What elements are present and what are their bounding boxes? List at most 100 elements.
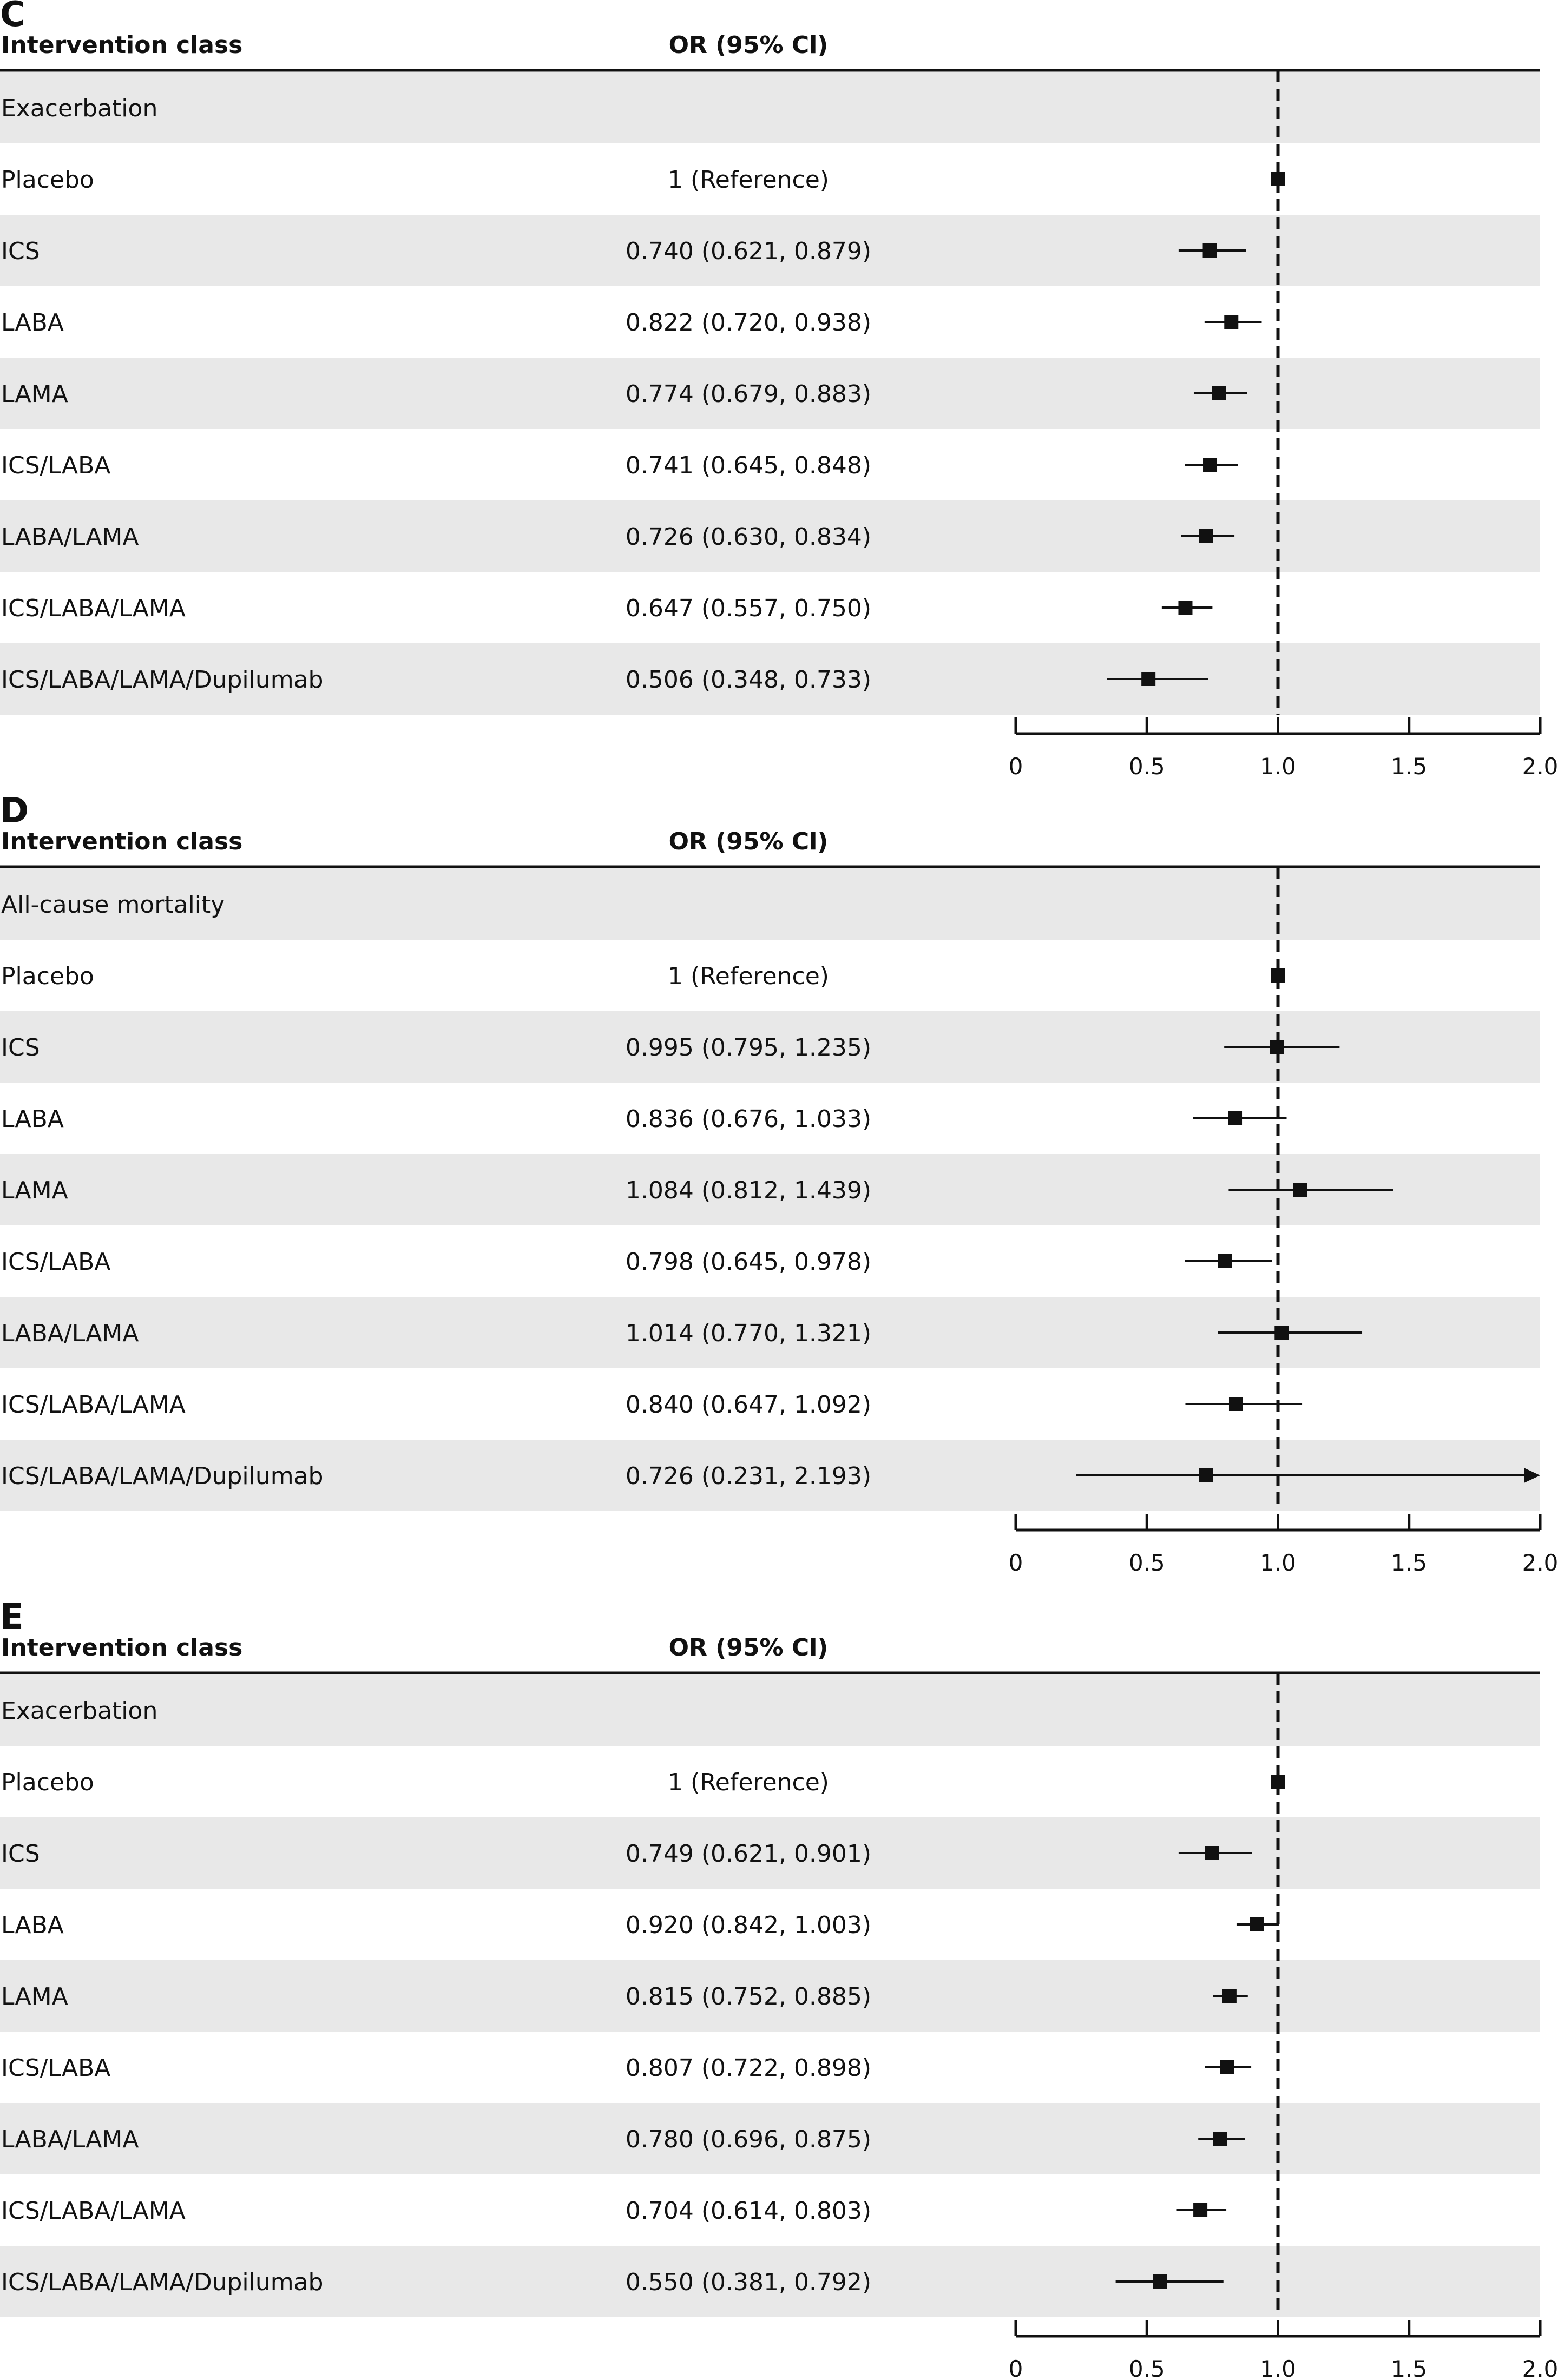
point-estimate: [1141, 672, 1156, 686]
x-tick-label: 1.0: [1260, 2356, 1296, 2380]
row-or-ci-text: 0.704 (0.614, 0.803): [626, 2197, 871, 2225]
point-estimate: [1271, 1775, 1285, 1789]
row-label: Placebo: [1, 1769, 94, 1796]
x-tick-label: 2.0: [1522, 1550, 1558, 1576]
row-label: LAMA: [1, 1983, 68, 2010]
row-band: [0, 2246, 1540, 2317]
row-band: [0, 500, 1540, 572]
point-estimate: [1270, 1040, 1284, 1054]
point-estimate: [1153, 2274, 1167, 2289]
point-estimate: [1178, 601, 1193, 615]
x-tick-label: 2.0: [1522, 2356, 1558, 2380]
panel-letter: E: [0, 1597, 24, 1637]
row-or-ci-text: 0.774 (0.679, 0.883): [626, 380, 871, 408]
row-or-ci-text: 0.740 (0.621, 0.879): [626, 238, 871, 265]
point-estimate: [1250, 1917, 1264, 1931]
row-label: ICS/LABA/LAMA/Dupilumab: [1, 2269, 323, 2296]
header-or-ci: OR (95% Cl): [669, 828, 829, 855]
x-tick-label: 0.5: [1129, 753, 1165, 780]
x-tick-label: 0: [1009, 1550, 1023, 1576]
row-band: [0, 72, 1540, 143]
row-label: ICS/LABA/LAMA: [1, 2197, 186, 2225]
row-or-ci-text: 1 (Reference): [668, 1769, 829, 1796]
row-label: LABA: [1, 1105, 64, 1133]
row-or-ci-text: 1 (Reference): [668, 962, 829, 990]
row-label: ICS/LABA: [1, 1248, 110, 1276]
header-or-ci: OR (95% Cl): [669, 31, 829, 59]
row-label: LABA: [1, 309, 64, 337]
row-label: ICS/LABA: [1, 2054, 110, 2082]
header-intervention-class: Intervention class: [1, 31, 242, 59]
row-or-ci-text: 0.836 (0.676, 1.033): [626, 1105, 871, 1133]
row-band: [0, 868, 1540, 940]
row-label: ICS/LABA/LAMA: [1, 595, 186, 622]
row-label: LABA/LAMA: [1, 1320, 139, 1347]
row-band: [0, 2103, 1540, 2174]
row-label: LAMA: [1, 1177, 68, 1204]
row-or-ci-text: 0.798 (0.645, 0.978): [626, 1248, 871, 1276]
point-estimate: [1199, 529, 1213, 543]
ci-arrow: [1524, 1468, 1540, 1483]
row-or-ci-text: 0.815 (0.752, 0.885): [626, 1983, 871, 2010]
row-or-ci-text: 0.840 (0.647, 1.092): [626, 1391, 871, 1419]
row-band: [0, 215, 1540, 286]
group-label: Exacerbation: [1, 1697, 157, 1725]
row-band: [0, 1674, 1540, 1746]
row-or-ci-text: 1.084 (0.812, 1.439): [626, 1177, 871, 1204]
row-label: ICS/LABA: [1, 452, 110, 479]
x-tick-label: 1.0: [1260, 1550, 1296, 1576]
row-or-ci-text: 0.920 (0.842, 1.003): [626, 1911, 871, 1939]
point-estimate: [1271, 968, 1285, 983]
x-tick-label: 1.5: [1391, 1550, 1427, 1576]
row-label: LABA/LAMA: [1, 2126, 139, 2153]
point-estimate: [1293, 1183, 1307, 1197]
header-or-ci: OR (95% Cl): [669, 1634, 829, 1662]
row-band: [0, 643, 1540, 715]
row-band: [0, 1960, 1540, 2032]
header-intervention-class: Intervention class: [1, 828, 242, 855]
x-tick-label: 1.0: [1260, 753, 1296, 780]
header-intervention-class: Intervention class: [1, 1634, 242, 1662]
row-or-ci-text: 0.726 (0.231, 2.193): [626, 1462, 871, 1490]
point-estimate: [1220, 2060, 1234, 2074]
row-or-ci-text: 0.780 (0.696, 0.875): [626, 2126, 871, 2153]
row-label: ICS/LABA/LAMA/Dupilumab: [1, 1462, 323, 1490]
row-or-ci-text: 0.822 (0.720, 0.938): [626, 309, 871, 337]
row-or-ci-text: 0.726 (0.630, 0.834): [626, 523, 871, 551]
row-label: ICS: [1, 1840, 40, 1868]
point-estimate: [1205, 1846, 1219, 1860]
row-label: LABA/LAMA: [1, 523, 139, 551]
row-or-ci-text: 1.014 (0.770, 1.321): [626, 1320, 871, 1347]
panel-letter: C: [0, 0, 25, 35]
point-estimate: [1218, 1254, 1232, 1268]
point-estimate: [1274, 1326, 1289, 1340]
row-label: LABA: [1, 1911, 64, 1939]
point-estimate: [1193, 2203, 1208, 2217]
row-or-ci-text: 0.749 (0.621, 0.901): [626, 1840, 871, 1868]
x-tick-label: 0.5: [1129, 2356, 1165, 2380]
point-estimate: [1202, 243, 1217, 258]
row-or-ci-text: 1 (Reference): [668, 166, 829, 194]
point-estimate: [1212, 386, 1226, 400]
point-estimate: [1228, 1111, 1243, 1125]
x-tick-label: 2.0: [1522, 753, 1558, 780]
group-label: All-cause mortality: [1, 891, 225, 919]
point-estimate: [1271, 172, 1285, 186]
x-tick-label: 0.5: [1129, 1550, 1165, 1576]
row-label: Placebo: [1, 166, 94, 194]
point-estimate: [1213, 2132, 1227, 2146]
row-label: ICS: [1, 238, 40, 265]
row-label: ICS/LABA/LAMA/Dupilumab: [1, 666, 323, 694]
row-label: Placebo: [1, 962, 94, 990]
row-or-ci-text: 0.995 (0.795, 1.235): [626, 1034, 871, 1062]
point-estimate: [1228, 1397, 1243, 1411]
row-label: ICS/LABA/LAMA: [1, 1391, 186, 1419]
point-estimate: [1224, 315, 1239, 329]
row-or-ci-text: 0.807 (0.722, 0.898): [626, 2054, 871, 2082]
row-or-ci-text: 0.741 (0.645, 0.848): [626, 452, 871, 479]
row-label: ICS: [1, 1034, 40, 1062]
x-tick-label: 0: [1009, 753, 1023, 780]
row-or-ci-text: 0.647 (0.557, 0.750): [626, 595, 871, 622]
point-estimate: [1222, 1989, 1237, 2003]
